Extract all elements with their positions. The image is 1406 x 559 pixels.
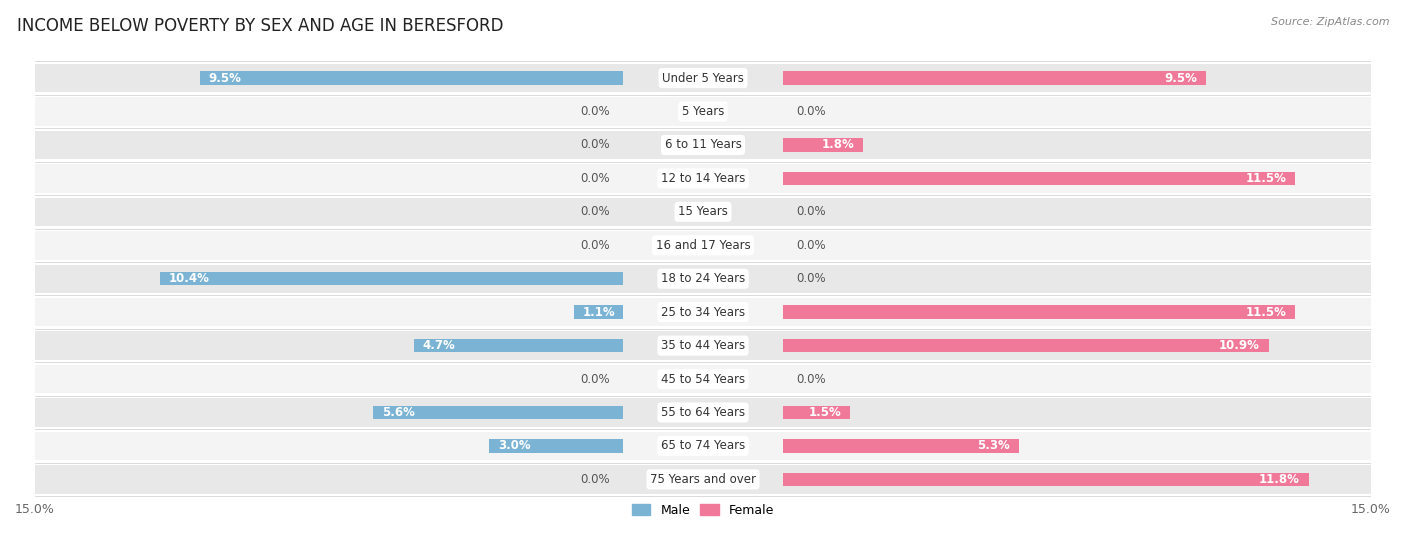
Text: 0.0%: 0.0% — [797, 105, 827, 118]
Bar — [200, 72, 623, 85]
Text: 0.0%: 0.0% — [797, 272, 827, 285]
Text: 15 Years: 15 Years — [678, 205, 728, 219]
Text: 35 to 44 Years: 35 to 44 Years — [661, 339, 745, 352]
Bar — [35, 432, 1371, 460]
Text: 5.6%: 5.6% — [382, 406, 415, 419]
Text: 0.0%: 0.0% — [797, 205, 827, 219]
Text: 0.0%: 0.0% — [579, 139, 609, 151]
Bar — [783, 339, 1268, 352]
Bar — [783, 473, 1309, 486]
Text: 3.0%: 3.0% — [498, 439, 530, 452]
Text: 12 to 14 Years: 12 to 14 Years — [661, 172, 745, 185]
Text: 0.0%: 0.0% — [797, 372, 827, 386]
Bar — [35, 231, 1371, 259]
Text: INCOME BELOW POVERTY BY SEX AND AGE IN BERESFORD: INCOME BELOW POVERTY BY SEX AND AGE IN B… — [17, 17, 503, 35]
Bar — [783, 406, 851, 419]
Text: 45 to 54 Years: 45 to 54 Years — [661, 372, 745, 386]
Bar — [783, 138, 863, 151]
Text: 75 Years and over: 75 Years and over — [650, 473, 756, 486]
Text: 0.0%: 0.0% — [579, 172, 609, 185]
Text: 9.5%: 9.5% — [208, 72, 242, 84]
Text: 55 to 64 Years: 55 to 64 Years — [661, 406, 745, 419]
Text: 6 to 11 Years: 6 to 11 Years — [665, 139, 741, 151]
Bar — [35, 264, 1371, 293]
Text: 25 to 34 Years: 25 to 34 Years — [661, 306, 745, 319]
Bar — [35, 198, 1371, 226]
Text: Source: ZipAtlas.com: Source: ZipAtlas.com — [1271, 17, 1389, 27]
Text: 1.5%: 1.5% — [808, 406, 841, 419]
Text: 1.8%: 1.8% — [821, 139, 855, 151]
Text: 5.3%: 5.3% — [977, 439, 1011, 452]
Text: Under 5 Years: Under 5 Years — [662, 72, 744, 84]
Bar — [35, 131, 1371, 159]
Text: 10.4%: 10.4% — [169, 272, 209, 285]
Bar — [35, 97, 1371, 126]
Text: 0.0%: 0.0% — [579, 239, 609, 252]
Bar — [413, 339, 623, 352]
Bar — [35, 465, 1371, 494]
Text: 65 to 74 Years: 65 to 74 Years — [661, 439, 745, 452]
Bar — [783, 305, 1295, 319]
Text: 5 Years: 5 Years — [682, 105, 724, 118]
Bar — [35, 398, 1371, 427]
Text: 11.5%: 11.5% — [1246, 172, 1286, 185]
Text: 16 and 17 Years: 16 and 17 Years — [655, 239, 751, 252]
Bar — [783, 439, 1019, 453]
Bar — [35, 331, 1371, 360]
Bar — [35, 164, 1371, 193]
Text: 11.8%: 11.8% — [1258, 473, 1299, 486]
Bar — [35, 365, 1371, 394]
Bar — [489, 439, 623, 453]
Text: 18 to 24 Years: 18 to 24 Years — [661, 272, 745, 285]
Text: 1.1%: 1.1% — [582, 306, 616, 319]
Text: 0.0%: 0.0% — [579, 205, 609, 219]
Text: 10.9%: 10.9% — [1219, 339, 1260, 352]
Bar — [574, 305, 623, 319]
Bar — [374, 406, 623, 419]
Text: 0.0%: 0.0% — [579, 105, 609, 118]
Bar — [160, 272, 623, 286]
Bar — [783, 172, 1295, 185]
Text: 9.5%: 9.5% — [1164, 72, 1198, 84]
Bar — [783, 72, 1206, 85]
Text: 4.7%: 4.7% — [422, 339, 456, 352]
Bar — [35, 64, 1371, 92]
Bar — [35, 298, 1371, 326]
Text: 0.0%: 0.0% — [797, 239, 827, 252]
Text: 0.0%: 0.0% — [579, 372, 609, 386]
Text: 0.0%: 0.0% — [579, 473, 609, 486]
Text: 11.5%: 11.5% — [1246, 306, 1286, 319]
Legend: Male, Female: Male, Female — [627, 499, 779, 522]
